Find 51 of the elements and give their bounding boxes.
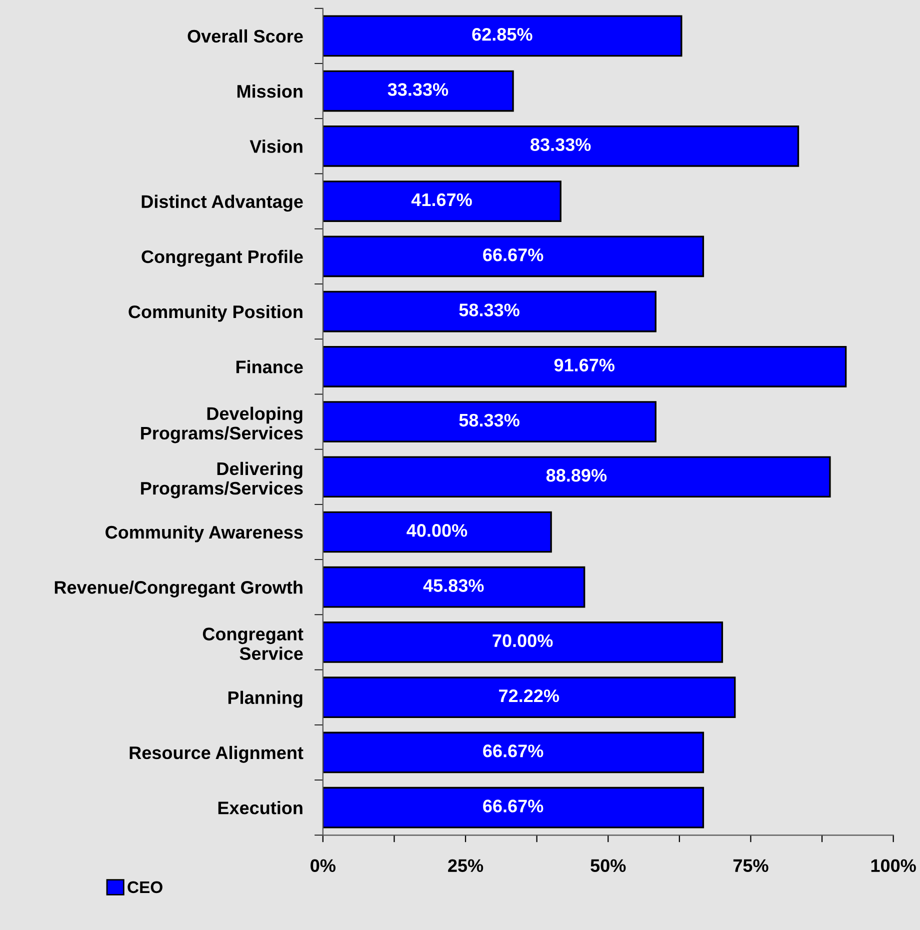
bar bbox=[322, 346, 847, 388]
bar bbox=[322, 15, 682, 57]
data-label: 88.89% bbox=[546, 468, 607, 482]
y-tick-label: Revenue/Congregant Growth bbox=[54, 580, 302, 598]
bar bbox=[322, 732, 704, 774]
y-tick-label: Community Position bbox=[128, 304, 302, 322]
y-tick-label: Overall Score bbox=[188, 29, 303, 43]
bar bbox=[322, 456, 831, 498]
data-label: 58.33% bbox=[459, 304, 520, 316]
y-tick-label: Congregant Profile bbox=[142, 250, 303, 267]
bar bbox=[322, 622, 724, 663]
bar bbox=[322, 236, 704, 278]
x-tick-label: 100% bbox=[871, 859, 916, 872]
bar bbox=[322, 676, 736, 718]
bar bbox=[322, 401, 656, 442]
data-label: 83.33% bbox=[530, 138, 591, 152]
bar bbox=[322, 511, 552, 553]
data-label: 41.67% bbox=[411, 193, 472, 206]
y-tick-label: Developing Programs/Services bbox=[141, 406, 303, 444]
data-label: 58.33% bbox=[459, 414, 520, 427]
data-label: 72.22% bbox=[499, 689, 560, 702]
y-tick-label: Mission bbox=[237, 84, 302, 98]
y-tick-label: Execution bbox=[218, 801, 302, 814]
data-label: 66.67% bbox=[483, 744, 544, 758]
x-tick-label: 75% bbox=[733, 859, 768, 872]
y-tick-label: Resource Alignment bbox=[130, 746, 304, 763]
y-tick-label: Community Awareness bbox=[106, 525, 303, 542]
data-label: 62.85% bbox=[472, 28, 532, 41]
data-label: 40.00% bbox=[406, 524, 468, 537]
data-label: 91.67% bbox=[554, 358, 615, 372]
data-label: 45.83% bbox=[423, 579, 484, 592]
x-tick-label: 25% bbox=[448, 859, 484, 872]
data-label: 66.67% bbox=[483, 800, 544, 812]
legend-label: CEO bbox=[128, 881, 162, 894]
data-label: 66.67% bbox=[483, 248, 544, 262]
bar bbox=[322, 70, 514, 112]
data-label: 70.00% bbox=[492, 634, 553, 648]
x-tick-label: 50% bbox=[590, 859, 626, 872]
y-tick-label: Delivering Programs/Services bbox=[141, 462, 303, 498]
bar bbox=[322, 566, 586, 608]
y-tick-label: Finance bbox=[236, 360, 303, 374]
bar bbox=[322, 290, 656, 332]
y-tick-label: Distinct Advantage bbox=[142, 194, 303, 212]
y-tick-label: Congregant Service bbox=[202, 628, 304, 660]
bar bbox=[322, 786, 704, 828]
y-tick-label: Vision bbox=[250, 140, 302, 153]
bar bbox=[322, 125, 800, 167]
y-tick-label: Planning bbox=[228, 690, 302, 708]
bar bbox=[322, 180, 562, 222]
x-tick-label: 0% bbox=[310, 859, 336, 872]
data-label: 33.33% bbox=[388, 83, 448, 96]
